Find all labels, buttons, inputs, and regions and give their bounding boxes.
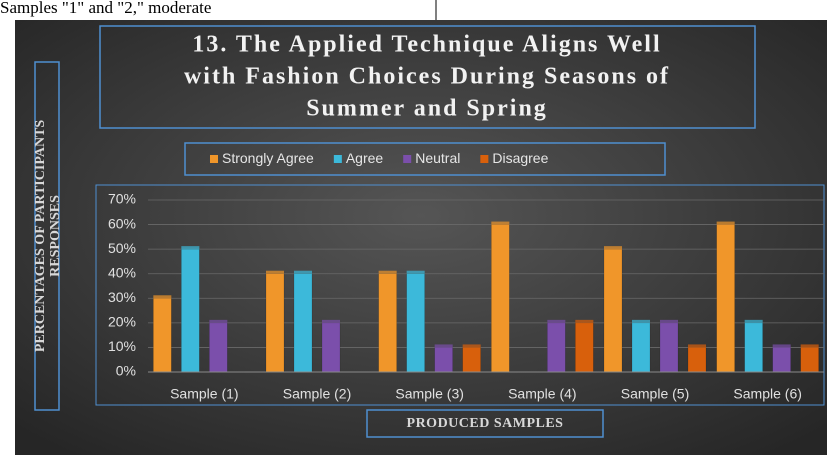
xlabel-box (366, 409, 604, 438)
legend-swatch (333, 155, 342, 163)
bar (462, 347, 481, 373)
bar (687, 347, 707, 373)
x-tick-label: Sample (2) (283, 386, 351, 402)
bar-top (604, 246, 622, 250)
y-tick-label: 60% (108, 215, 136, 231)
bar (491, 224, 510, 373)
bar-top (716, 221, 735, 225)
y-tick-label: 0% (116, 363, 136, 379)
bar (378, 273, 397, 373)
legend-swatch (210, 155, 218, 163)
y-tick-label: 10% (108, 338, 136, 354)
bar (434, 347, 453, 373)
chart-title: with Fashion Choices During Seasons of (184, 64, 670, 90)
legend-label: Neutral (415, 150, 460, 166)
bar (772, 347, 791, 373)
page-header: Samples "1" and "2," moderate (0, 0, 211, 17)
legend-label: Strongly Agree (222, 150, 314, 166)
chart-title: 13. The Applied Technique Aligns Well (192, 32, 661, 58)
ylabel-box (34, 61, 60, 411)
bar (547, 322, 566, 373)
legend-label: Disagree (492, 150, 548, 166)
bar-top (294, 270, 312, 274)
bar-top (434, 344, 453, 348)
bar-top (322, 319, 340, 323)
y-tick-label: 40% (108, 264, 136, 280)
bar-top (266, 270, 284, 274)
x-tick-label: Sample (5) (621, 386, 689, 402)
bar-top (744, 319, 763, 323)
bar-top (688, 344, 706, 348)
bar-top (181, 246, 200, 250)
bar (631, 322, 651, 373)
bar (293, 273, 313, 373)
bar (321, 322, 341, 373)
bar-top (153, 295, 172, 299)
bar-top (772, 344, 791, 348)
x-axis-title: PRODUCED SAMPLES (407, 416, 564, 431)
legend-swatch (403, 155, 412, 163)
legend-swatch (480, 155, 489, 163)
bar (181, 248, 200, 373)
bar (406, 273, 425, 373)
plot-box (95, 184, 825, 406)
legend-box (184, 142, 666, 176)
bar (209, 322, 228, 373)
bar-top (800, 344, 819, 348)
bar-top (660, 319, 678, 323)
x-tick-label: Sample (1) (170, 386, 238, 402)
title-box (99, 25, 756, 129)
chart-title: Summer and Spring (306, 96, 548, 122)
bar (716, 224, 735, 373)
bar-top (209, 319, 228, 323)
bar (800, 347, 819, 373)
y-tick-label: 20% (108, 314, 136, 330)
bar-top (462, 344, 481, 348)
x-tick-label: Sample (3) (395, 386, 463, 402)
bar (659, 322, 679, 373)
bar-top (491, 221, 510, 225)
bar-top (547, 319, 566, 323)
y-tick-label: 50% (108, 240, 136, 256)
bar (265, 273, 285, 373)
bar-top (575, 319, 594, 323)
legend-label: Agree (346, 150, 384, 166)
bar (575, 322, 594, 373)
y-axis-title: PERCENTAGES OF PARTICIPANTS (33, 120, 48, 353)
bar-top (406, 270, 425, 274)
y-tick-label: 70% (108, 191, 136, 207)
y-axis-title: RESPONSES (48, 195, 63, 277)
bar (603, 248, 623, 373)
x-tick-label: Sample (6) (733, 386, 801, 402)
chart-background (15, 20, 827, 455)
bar (153, 298, 172, 373)
bar-top (378, 270, 397, 274)
y-tick-label: 30% (108, 289, 136, 305)
bar-top (632, 319, 650, 323)
x-tick-label: Sample (4) (508, 386, 576, 402)
bar (744, 322, 763, 373)
